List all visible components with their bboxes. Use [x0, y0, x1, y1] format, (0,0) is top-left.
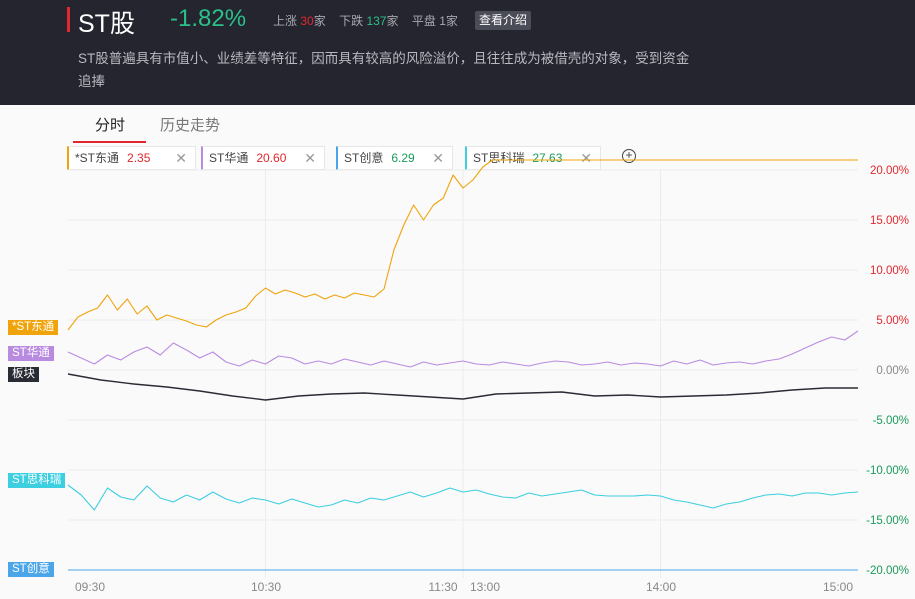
series-side-label: *ST东通: [8, 320, 59, 335]
up-count: 30: [300, 14, 314, 28]
series-line: [67, 330, 859, 368]
change-percent: -1.82%: [170, 5, 247, 32]
tab-history[interactable]: 历史走势: [160, 117, 221, 134]
x-tick-label: 14:00: [646, 580, 676, 594]
series-side-label: 板块: [8, 367, 39, 382]
title-accent-bar: [67, 7, 70, 32]
legend-chip-name: ST华通: [209, 151, 249, 165]
y-tick-label: 20.00%: [870, 165, 909, 177]
series-line: [67, 373, 858, 401]
y-tick-label: 15.00%: [870, 215, 909, 227]
flat-unit: 家: [445, 14, 458, 28]
y-tick-label: 10.00%: [870, 265, 909, 277]
close-icon[interactable]: ✕: [432, 150, 444, 166]
flat-count: 1: [439, 14, 446, 28]
series-side-label: ST思科瑞: [8, 473, 66, 488]
flat-label: 平盘: [411, 14, 436, 28]
y-tick-label: -10.00%: [866, 465, 909, 477]
x-tick-label: 09:30: [75, 580, 105, 594]
legend-chip-value: 2.35: [127, 151, 151, 165]
y-tick-label: -5.00%: [873, 415, 909, 427]
close-icon[interactable]: ✕: [304, 150, 316, 166]
x-tick-label: 11:30: [428, 580, 457, 594]
down-unit: 家: [386, 14, 399, 28]
sector-description: ST股普遍具有市值小、业绩差等特征，因而具有较高的风险溢价，且往往成为被借壳的对…: [78, 51, 690, 89]
tab-intraday[interactable]: 分时: [95, 117, 126, 134]
legend-chip-name: *ST东通: [75, 151, 120, 165]
legend-chip-st-huatong[interactable]: ST华通 20.60 ✕: [201, 146, 325, 170]
legend-chip-value: 6.29: [391, 151, 415, 165]
close-icon[interactable]: ✕: [580, 150, 592, 166]
legend-chip-name: ST思科瑞: [473, 151, 525, 165]
y-tick-label: -20.00%: [866, 565, 909, 577]
close-icon[interactable]: ✕: [175, 150, 187, 166]
down-label: 下跌: [339, 14, 364, 28]
legend-chip-value: 20.60: [256, 151, 287, 165]
y-tick-label: 5.00%: [876, 315, 909, 327]
legend-chip-st-chuangyi[interactable]: ST创意 6.29 ✕: [336, 146, 453, 170]
up-unit: 家: [313, 14, 326, 28]
up-label: 上涨: [273, 14, 298, 28]
add-comparison-icon[interactable]: +: [622, 149, 636, 163]
y-tick-label: -15.00%: [866, 515, 909, 527]
legend-chip-st-dongtong[interactable]: *ST东通 2.35 ✕: [67, 146, 196, 170]
x-tick-label: 15:00: [823, 580, 853, 594]
view-intro-button[interactable]: 查看介绍: [475, 11, 532, 30]
legend-chip-name: ST创意: [344, 151, 384, 165]
legend-chip-value: 27.63: [532, 151, 563, 165]
page-title: ST股: [78, 10, 135, 38]
x-tick-label: 10:30: [251, 580, 281, 594]
active-tab-underline: [73, 141, 146, 143]
series-side-label: ST创意: [8, 562, 54, 577]
header-panel: ST股 -1.82% 上涨 30家 下跌 137家 平盘 1家 查看介绍 ST股…: [0, 0, 915, 105]
series-line: [67, 484, 859, 511]
series-side-label: ST华通: [8, 346, 54, 361]
y-tick-label: 0.00%: [876, 365, 909, 377]
market-breadth: 上涨 30家 下跌 137家 平盘 1家: [273, 12, 458, 29]
down-count: 137: [366, 14, 387, 28]
legend-chip-st-sikerui[interactable]: ST思科瑞 27.63 ✕: [465, 146, 601, 170]
x-tick-label: 13:00: [470, 580, 500, 594]
series-line: [67, 159, 858, 331]
